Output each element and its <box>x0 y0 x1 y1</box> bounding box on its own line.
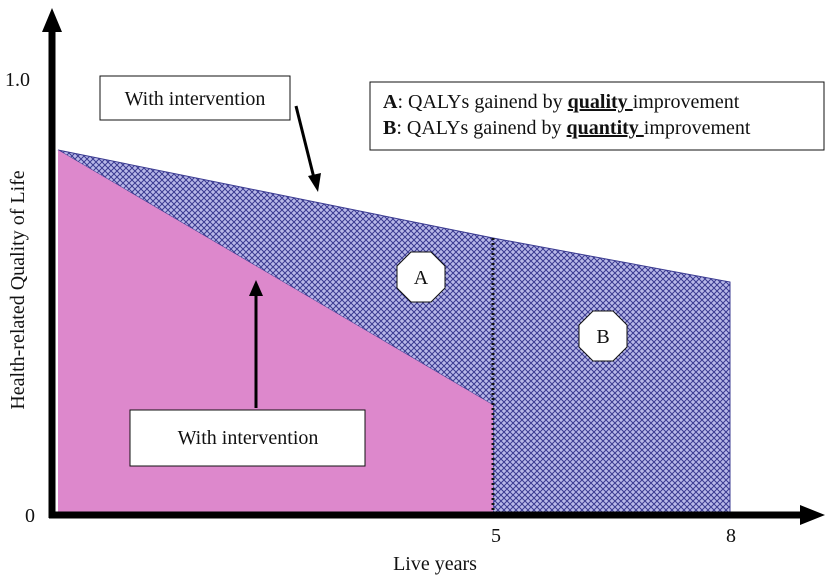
legend-text: : QALYs gainend by <box>396 117 566 139</box>
region-label: B <box>596 326 609 348</box>
y-tick-label: 1.0 <box>5 69 30 91</box>
legend-emphasis: quality <box>568 91 633 113</box>
region-marker <box>396 251 446 303</box>
legend-key: B <box>383 117 396 139</box>
callout: With intervention <box>178 427 319 449</box>
x-axis-label: Live years <box>393 553 477 575</box>
x-arrow <box>800 505 825 525</box>
legend-item: B: QALYs gainend by quantity improvement <box>383 117 751 139</box>
callout-box <box>129 409 366 467</box>
arrow <box>294 105 316 179</box>
x-tick-label: 8 <box>726 525 736 547</box>
legend-tail: improvement <box>633 91 740 113</box>
legend-box <box>369 81 825 151</box>
y-axis-label: Health-related Quality of Life <box>7 170 29 409</box>
legend-item: A: QALYs gainend by quality improvement <box>383 91 740 113</box>
legend-emphasis: quantity <box>567 117 644 139</box>
x-tick-label: 5 <box>491 525 501 547</box>
y-arrow <box>42 8 62 32</box>
y-tick-label: 0 <box>25 505 35 527</box>
region-label: A <box>414 267 429 289</box>
callout: With intervention <box>125 88 266 110</box>
arrow-head <box>249 280 263 296</box>
legend-key: A <box>383 91 398 113</box>
legend-text: : QALYs gainend by <box>397 91 567 113</box>
callout-box <box>99 75 291 121</box>
region-marker <box>578 310 628 362</box>
legend-tail: improvement <box>644 117 751 139</box>
arrow-head <box>308 173 321 192</box>
